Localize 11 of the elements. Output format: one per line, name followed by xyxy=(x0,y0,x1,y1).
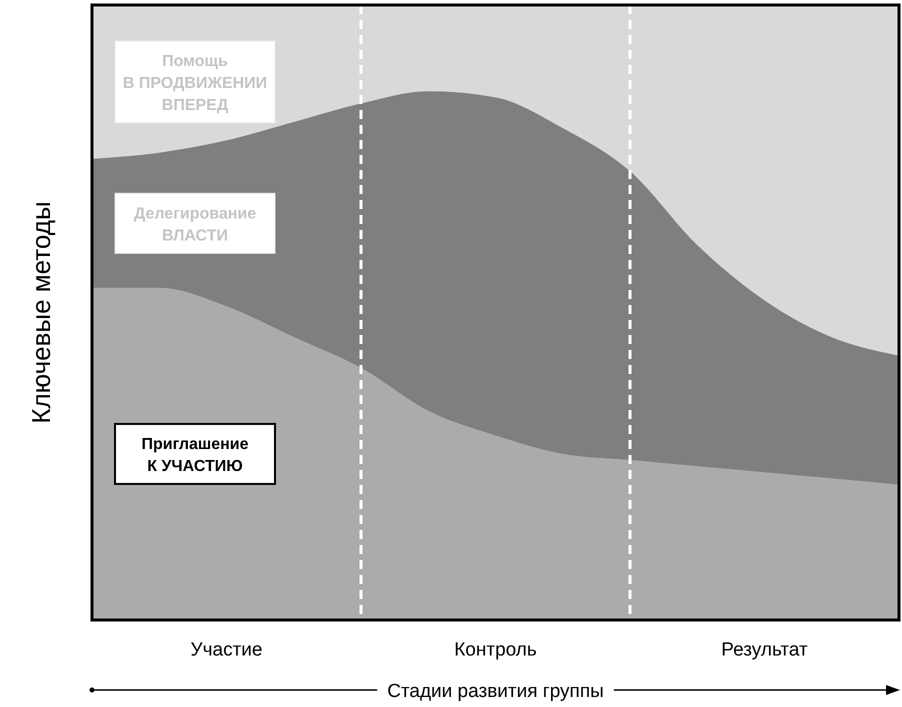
series-label: Делегирование ВЛАСТИ xyxy=(134,205,256,244)
series-label: Помощь В ПРОДВИЖЕНИИ ВПЕРЕД xyxy=(122,53,268,114)
x-tick-label: Участие xyxy=(190,639,262,660)
y-axis-title: Ключевые методы xyxy=(26,201,56,424)
x-tick-label: Результат xyxy=(721,639,808,660)
x-axis-title: Стадии развития группы xyxy=(387,681,604,702)
x-tick-label: Контроль xyxy=(454,639,537,660)
label-box: Приглашение К УЧАСТИЮ xyxy=(114,422,276,485)
series-label: Приглашение К УЧАСТИЮ xyxy=(141,436,249,476)
label-box: Делегирование ВЛАСТИ xyxy=(114,192,276,254)
label-box: Помощь В ПРОДВИЖЕНИИ ВПЕРЕД xyxy=(114,40,276,124)
